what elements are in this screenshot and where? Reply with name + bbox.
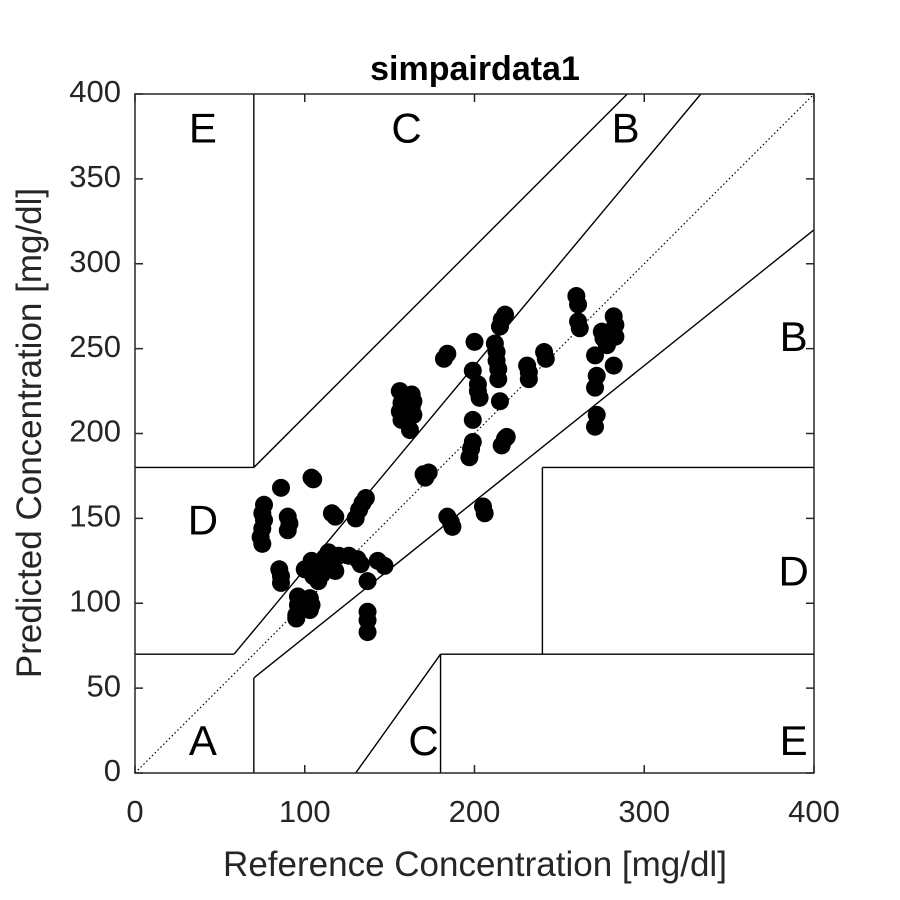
data-point: [278, 521, 297, 540]
data-point: [570, 319, 589, 338]
zone-label-e: E: [780, 717, 808, 764]
data-point: [375, 556, 394, 575]
x-axis-label: Reference Concentration [mg/dl]: [223, 845, 727, 884]
data-point: [438, 344, 457, 363]
zone-label-c: C: [408, 717, 438, 764]
data-point: [586, 417, 605, 436]
zone-labels: E C B B D D A C E: [188, 104, 809, 764]
data-point: [489, 370, 508, 389]
data-point: [304, 470, 323, 489]
data-point: [475, 504, 494, 523]
zone-label-b: B: [780, 313, 808, 360]
data-point: [358, 623, 377, 642]
x-tick-label: 300: [618, 794, 670, 829]
x-axis-ticks: 0 100 200 300 400: [126, 94, 840, 829]
zone-label-b: B: [612, 104, 640, 151]
y-tick-label: 250: [69, 329, 121, 364]
data-point: [326, 561, 345, 580]
data-point: [463, 361, 482, 380]
zone-label-d: D: [778, 547, 808, 594]
data-point: [604, 356, 623, 375]
zone-boundary-line-6: [253, 229, 815, 679]
x-tick-label: 0: [126, 794, 143, 829]
data-point: [569, 295, 588, 314]
data-point: [463, 410, 482, 429]
chart-title: simpairdata1: [370, 50, 580, 88]
y-tick-label: 300: [69, 244, 121, 279]
data-point: [287, 609, 306, 628]
zone-boundary-line-8: [355, 653, 442, 774]
data-point: [253, 534, 272, 553]
data-point: [497, 427, 516, 446]
data-points: [251, 287, 625, 642]
data-point: [326, 507, 345, 526]
y-tick-label: 400: [69, 74, 121, 109]
data-point: [496, 305, 515, 324]
y-tick-label: 150: [69, 499, 121, 534]
zone-label-d: D: [188, 497, 218, 544]
data-point: [271, 478, 290, 497]
data-point: [404, 405, 423, 424]
y-tick-label: 100: [69, 583, 121, 618]
x-tick-label: 100: [279, 794, 331, 829]
data-point: [606, 327, 625, 346]
x-tick-label: 400: [788, 794, 840, 829]
y-tick-label: 50: [87, 668, 121, 703]
data-point: [271, 573, 290, 592]
y-tick-label: 350: [69, 159, 121, 194]
y-axis-label: Predicted Concentration [mg/dl]: [10, 188, 49, 678]
data-point: [419, 463, 438, 482]
data-point: [400, 421, 419, 440]
y-tick-label: 200: [69, 414, 121, 449]
data-point: [300, 601, 319, 620]
data-point: [490, 392, 509, 411]
data-point: [351, 555, 370, 574]
zone-boundary-line-7: [253, 93, 628, 468]
data-point: [463, 432, 482, 451]
data-point: [443, 517, 462, 536]
y-axis-ticks: 0 50 100 150 200 250 300 350 400: [69, 74, 814, 788]
y-tick-label: 0: [104, 753, 121, 788]
data-point: [519, 370, 538, 389]
data-point: [586, 346, 605, 365]
data-point: [586, 378, 605, 397]
zone-label-c: C: [391, 104, 421, 151]
data-point: [358, 572, 377, 591]
zone-label-a: A: [189, 717, 217, 764]
data-point: [356, 489, 375, 508]
zone-label-e: E: [189, 104, 217, 151]
data-point: [465, 332, 484, 351]
data-point: [470, 388, 489, 407]
x-tick-label: 200: [449, 794, 501, 829]
data-point: [536, 349, 555, 368]
